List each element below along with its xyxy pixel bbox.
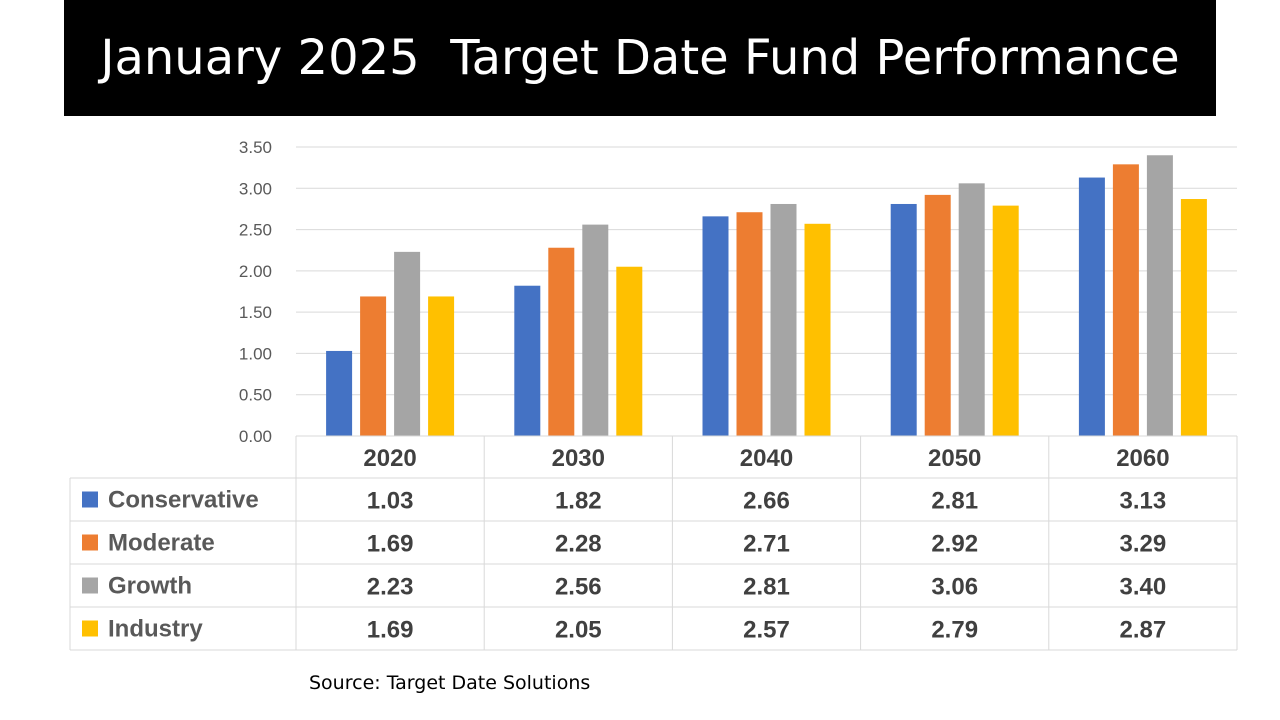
legend-key-industry (82, 620, 98, 637)
table-value: 1.82 (555, 488, 602, 515)
y-tick-label: 3.00 (239, 179, 272, 198)
bar-conservative-2020 (326, 350, 353, 436)
table-value: 2.92 (931, 531, 978, 558)
bar-conservative-2060 (1078, 177, 1105, 436)
bar-moderate-2050 (924, 194, 951, 436)
legend-label-conservative: Conservative (108, 487, 259, 514)
legend-label-growth: Growth (108, 573, 192, 600)
legend-key-moderate (82, 534, 98, 551)
bar-industry-2050 (992, 205, 1019, 436)
bar-conservative-2040 (702, 216, 729, 436)
table-value: 2.57 (743, 617, 790, 644)
table-value: 2.66 (743, 488, 790, 515)
y-tick-label: 0.50 (239, 386, 272, 405)
table-value: 2.05 (555, 617, 602, 644)
category-label: 2020 (363, 445, 416, 472)
table-value: 2.56 (555, 574, 602, 601)
table-value: 3.29 (1120, 531, 1167, 558)
legend-label-industry: Industry (108, 616, 203, 643)
y-tick-label: 2.00 (239, 262, 272, 281)
table-value: 2.79 (931, 617, 978, 644)
legend-key-conservative (82, 491, 98, 508)
title-bar: January 2025 Target Date Fund Performanc… (64, 0, 1216, 116)
table-value: 2.23 (367, 574, 414, 601)
table-value: 1.69 (367, 531, 414, 558)
bar-industry-2020 (428, 296, 455, 436)
legend-key-growth (82, 577, 98, 594)
bar-growth-2020 (394, 251, 421, 436)
table-value: 2.81 (743, 574, 790, 601)
y-tick-label: 0.00 (239, 427, 272, 446)
table-value: 1.03 (367, 488, 414, 515)
legend-label-moderate: Moderate (108, 530, 215, 557)
table-value: 2.71 (743, 531, 790, 558)
bar-moderate-2030 (548, 247, 575, 436)
bar-industry-2040 (804, 223, 831, 436)
category-label: 2040 (740, 445, 793, 472)
bar-moderate-2020 (360, 296, 387, 436)
bar-chart-with-data-table: 0.00 0.50 1.00 1.50 2.00 2.50 3.00 3.50 2020 2030… (69, 138, 1238, 651)
slide-title: January 2025 Target Date Fund Performanc… (100, 30, 1180, 86)
y-tick-label: 1.50 (239, 303, 272, 322)
bar-moderate-2040 (736, 212, 763, 436)
bar-conservative-2050 (890, 203, 917, 436)
table-value: 2.28 (555, 531, 602, 558)
bar-industry-2030 (616, 266, 643, 436)
bar-conservative-2030 (514, 285, 541, 436)
y-tick-label: 1.00 (239, 344, 272, 363)
table-value: 3.40 (1120, 574, 1167, 601)
y-tick-label: 2.50 (239, 221, 272, 240)
bar-growth-2060 (1146, 155, 1173, 436)
bar-industry-2060 (1180, 199, 1207, 436)
category-label: 2050 (928, 445, 981, 472)
category-label: 2030 (552, 445, 605, 472)
table-value: 3.13 (1120, 488, 1167, 515)
table-value: 2.87 (1120, 617, 1167, 644)
category-label: 2060 (1116, 445, 1169, 472)
bar-moderate-2060 (1112, 164, 1139, 436)
table-value: 3.06 (931, 574, 978, 601)
bar-growth-2050 (958, 183, 985, 436)
bar-growth-2040 (770, 203, 797, 436)
y-tick-label: 3.50 (239, 138, 272, 157)
bar-growth-2030 (582, 224, 609, 436)
source-note: Source: Target Date Solutions (309, 672, 591, 694)
table-value: 1.69 (367, 617, 414, 644)
table-value: 2.81 (931, 488, 978, 515)
